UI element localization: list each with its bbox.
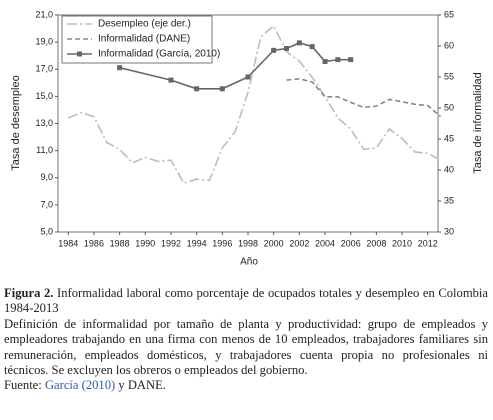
x-tick-label: 1994 [187, 238, 207, 248]
x-tick-label: 2012 [418, 238, 438, 248]
point [348, 57, 354, 63]
x-tick-label: 1996 [212, 238, 232, 248]
y2-tick-label: 40 [444, 164, 454, 174]
x-tick-label: 1990 [135, 238, 155, 248]
point [309, 44, 315, 50]
point [322, 59, 328, 64]
legend-marker [77, 51, 82, 57]
point [168, 77, 174, 83]
x-tick-label: 2010 [392, 238, 412, 248]
y-tick-label: 13,0 [35, 118, 53, 128]
y-tick-label: 5,0 [40, 226, 53, 236]
legend-label: Informalidad (García, 2010) [98, 49, 220, 60]
source-rest: y DANE. [118, 378, 166, 393]
y2-axis-label: Tasa de informalidad [472, 72, 484, 174]
series-line [286, 78, 442, 118]
caption: Figura 2. Informalidad laboral como porc… [4, 286, 488, 394]
point [284, 45, 290, 51]
y2-tick-label: 35 [444, 195, 454, 205]
x-tick-label: 1988 [110, 238, 130, 248]
point [245, 74, 251, 80]
y-tick-label: 11,0 [36, 145, 53, 155]
y-tick-label: 9,0 [40, 172, 53, 182]
series-line [67, 24, 441, 185]
y2-tick-label: 55 [444, 71, 454, 81]
x-tick-label: 2004 [315, 238, 335, 248]
chart: Año Tasa de desempleo Tasa de informalid… [10, 9, 484, 268]
y2-tick-label: 65 [444, 9, 454, 19]
x-tick-label: 1992 [161, 238, 181, 248]
legend-label: Informalidad (DANE) [98, 34, 190, 45]
legend-label: Desempleo (eje der.) [98, 19, 191, 30]
point [335, 57, 341, 63]
x-tick-label: 1998 [238, 238, 258, 248]
definition: Definición de informalidad por tamaño de… [4, 316, 488, 378]
source-label: Fuente: [4, 378, 42, 393]
y-tick-label: 21,0 [35, 9, 53, 19]
y-tick-label: 15,0 [35, 91, 53, 101]
y-axis-label: Tasa de desempleo [10, 75, 22, 170]
point [117, 65, 123, 71]
point [296, 40, 302, 46]
caption-title: Figura 2. Informalidad laboral como porc… [4, 286, 488, 317]
x-tick-label: 1984 [58, 238, 78, 248]
point [219, 86, 225, 92]
y-tick-label: 19,0 [35, 37, 53, 47]
figure-title: Informalidad laboral como porcentaje de … [4, 286, 489, 316]
y-tick-label: 17,0 [35, 64, 53, 74]
y2-tick-label: 45 [444, 133, 454, 143]
y2-tick-label: 30 [444, 226, 454, 236]
point [194, 86, 200, 92]
x-tick-label: 2000 [264, 238, 284, 248]
y2-tick-label: 60 [444, 40, 454, 50]
y-tick-label: 7,0 [40, 199, 53, 209]
y2-tick-label: 50 [444, 102, 454, 112]
x-tick-label: 2006 [341, 238, 361, 248]
x-tick-label: 2002 [289, 238, 309, 248]
x-tick-label: 2008 [366, 238, 386, 248]
source: Fuente: García (2010) y DANE. [4, 378, 488, 393]
x-axis-label: Año [240, 257, 258, 268]
point [271, 47, 277, 53]
x-tick-label: 1986 [84, 238, 104, 248]
source-link[interactable]: García (2010) [44, 378, 116, 393]
figure-label: Figura 2. [4, 286, 54, 300]
